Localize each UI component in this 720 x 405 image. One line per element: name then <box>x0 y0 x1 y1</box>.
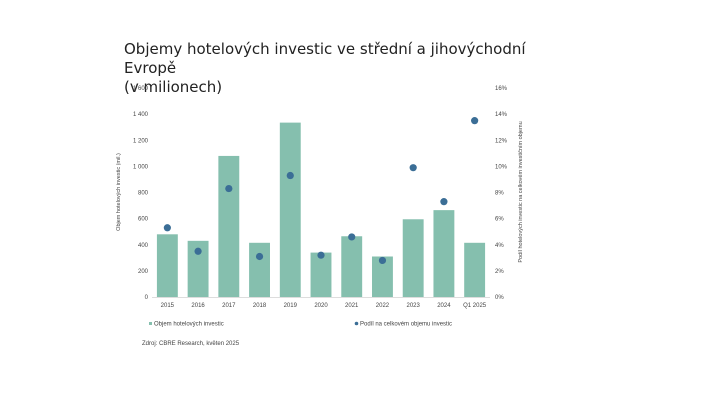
legend: Objem hotelových investic Podíl na celko… <box>149 322 452 328</box>
x-tick-label: 2021 <box>345 303 359 309</box>
right-tick-label: 12% <box>495 138 508 144</box>
left-tick-label: 0 <box>145 295 149 301</box>
legend-bar-label: Objem hotelových investic <box>154 322 224 328</box>
right-tick-label: 8% <box>495 191 504 197</box>
bar <box>279 122 301 297</box>
x-tick-label: 2015 <box>161 303 175 309</box>
left-tick-label: 1 600 <box>133 86 149 92</box>
left-tick-label: 1 000 <box>133 164 149 170</box>
left-tick-label: 1 200 <box>133 138 149 144</box>
bar <box>433 210 455 297</box>
source-note: Zdroj: CBRE Research, květen 2025 <box>142 341 240 347</box>
chart-title-line2: (v milionech) <box>124 78 223 96</box>
right-tick-label: 16% <box>495 86 508 92</box>
x-tick-label: 2019 <box>284 303 298 309</box>
dot <box>163 224 171 232</box>
bar <box>341 236 363 297</box>
bar-series <box>156 122 486 297</box>
dot <box>286 171 294 180</box>
right-tick-label: 2% <box>495 269 504 275</box>
bar <box>372 256 393 297</box>
legend-dot-swatch <box>354 321 359 326</box>
legend-dot-label: Podíl na celkovém objemu investic <box>360 322 452 328</box>
right-axis-title: Podíl hotelových investic na celkovém in… <box>518 121 524 262</box>
x-tick-label: Q1 2025 <box>463 303 487 309</box>
bar <box>187 240 209 297</box>
x-axis-ticks: 2015 2016 2017 2018 2019 2020 2021 2022 2023 2024… <box>161 303 487 309</box>
dot <box>409 164 417 172</box>
x-tick-label: 2017 <box>222 303 236 309</box>
dot <box>225 184 233 193</box>
left-tick-label: 1 400 <box>133 112 149 118</box>
left-tick-label: 600 <box>138 217 149 223</box>
dot <box>471 117 479 125</box>
x-tick-label: 2016 <box>191 303 205 309</box>
dot-series <box>163 117 479 265</box>
right-tick-label: 0% <box>495 295 504 301</box>
left-axis-ticks: 0 200 400 600 800 1 000 1 200 1 400 1 600 <box>133 86 149 301</box>
dot <box>255 252 264 261</box>
x-tick-label: 2022 <box>376 303 390 309</box>
bar <box>464 242 486 297</box>
right-tick-label: 10% <box>495 164 508 170</box>
x-tick-label: 2024 <box>437 303 451 309</box>
x-tick-label: 2020 <box>314 303 328 309</box>
chart-title-line1: Objemy hotelových investic ve střední a … <box>124 40 526 77</box>
left-tick-label: 800 <box>138 191 149 197</box>
right-tick-label: 6% <box>495 217 504 223</box>
legend-bar-swatch <box>149 322 152 325</box>
dot <box>378 256 387 265</box>
bar <box>218 155 240 297</box>
dot <box>440 198 448 206</box>
dot <box>317 251 325 259</box>
bar <box>249 242 270 297</box>
bar <box>310 252 332 297</box>
x-tick-label: 2018 <box>253 303 267 309</box>
right-axis-ticks: 0% 2% 4% 6% 8% 10% 12% 14% 16% <box>495 86 508 301</box>
x-tick-label: 2023 <box>407 303 421 309</box>
chart-title: Objemy hotelových investic ve střední a … <box>124 40 544 97</box>
bar <box>402 219 424 297</box>
bar <box>156 234 178 297</box>
left-tick-label: 200 <box>138 269 149 275</box>
dot <box>348 233 356 241</box>
left-axis-title: Objem hotelových investic (mil.) <box>116 153 122 231</box>
right-tick-label: 4% <box>495 243 504 249</box>
left-tick-label: 400 <box>138 243 149 249</box>
right-tick-label: 14% <box>495 112 508 118</box>
dot <box>194 247 202 255</box>
